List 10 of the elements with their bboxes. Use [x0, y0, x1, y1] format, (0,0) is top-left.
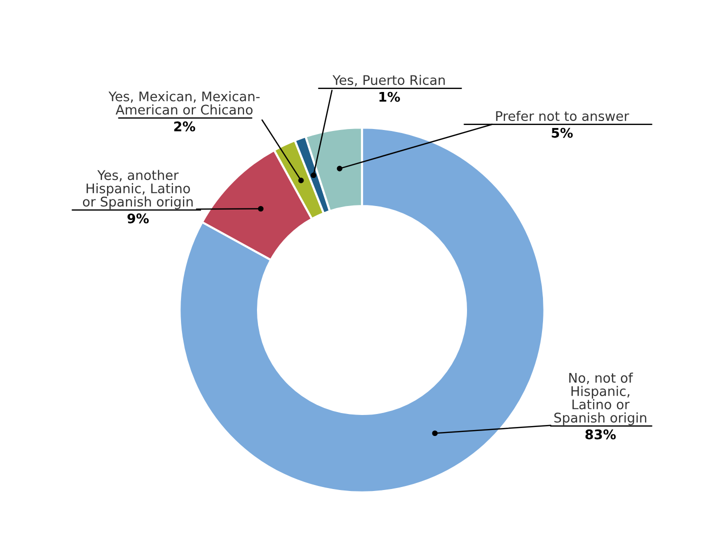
slice-label: Prefer not to answer: [496, 110, 630, 122]
data-label: 2%: [174, 121, 196, 132]
slice-label: Yes, Puerto Rican: [332, 74, 445, 86]
slice-label: No, not of Hispanic, Latino or Spanish origin: [554, 372, 646, 426]
data-label: 9%: [127, 213, 149, 224]
data-label: 5%: [552, 128, 573, 138]
data-label: 83%: [585, 429, 616, 440]
data-label: 1%: [379, 92, 400, 102]
slice-label: Yes, Mexican, Mexican- American or Chicano: [108, 91, 260, 115]
slice-label: Yes, another Hispanic, Latino or Spanish origin: [82, 170, 193, 210]
